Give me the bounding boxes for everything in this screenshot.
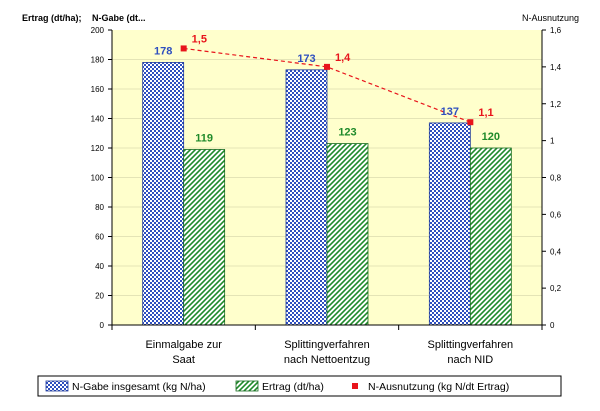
right-axis-title: N-Ausnutzung: [522, 13, 579, 23]
bar-data-label: 178: [154, 45, 172, 57]
bar-data-label: 119: [195, 132, 213, 144]
line-layer: [180, 45, 474, 126]
axis-layer: 0 20 40 60 80 100 120 140 160 180 200 0 0,2 0,4 0,6 0,8…: [91, 26, 562, 366]
label-layer: 178 173 137 119 123 120 1,5 1,4 1,1: [154, 33, 500, 144]
right-tick-label: 1,4: [550, 63, 562, 72]
category-label: Saat: [172, 354, 195, 366]
left-tick-label: 100: [91, 174, 105, 183]
left-axis-title-2: N-Gabe (dt...: [92, 13, 146, 23]
left-tick-label: 180: [91, 56, 105, 65]
category-label: nach Nettoentzug: [284, 354, 370, 366]
right-tick-label: 1: [550, 137, 555, 146]
legend-swatch-ertrag: [235, 380, 259, 392]
left-tick-label: 40: [95, 262, 104, 271]
line-series: [183, 47, 471, 123]
line-point: [180, 45, 187, 52]
left-tick-label: 20: [95, 292, 104, 301]
line-point: [467, 119, 474, 126]
line-data-label: 1,5: [192, 33, 207, 45]
left-tick-label: 120: [91, 144, 105, 153]
bar: [285, 69, 328, 326]
bar: [469, 147, 512, 326]
category-label: Splittingverfahren: [284, 339, 370, 351]
left-tick-label: 160: [91, 85, 105, 94]
left-tick-label: 0: [100, 321, 105, 330]
right-tick-label: 0: [550, 321, 555, 330]
legend-swatch-n-gabe: [45, 380, 69, 392]
category-label: nach NID: [447, 354, 493, 366]
bar: [326, 143, 369, 326]
left-tick-label: 200: [91, 26, 105, 35]
left-tick-label: 60: [95, 233, 104, 242]
right-tick-label: 1,6: [550, 26, 562, 35]
bar-data-label: 173: [297, 53, 315, 65]
left-axis-title: Ertrag (dt/ha);: [22, 13, 82, 23]
right-tick-label: 0,6: [550, 210, 562, 219]
legend-label-ertrag: Ertrag (dt/ha): [262, 381, 324, 393]
legend: N-Gabe insgesamt (kg N/ha) Ertrag (dt/ha)…: [37, 375, 562, 397]
bar: [183, 149, 226, 326]
right-tick-label: 0,4: [550, 247, 562, 256]
line-data-label: 1,1: [478, 107, 493, 119]
line-point: [324, 63, 330, 70]
bar-data-label: 120: [482, 131, 500, 143]
category-label: Einmalgabe zur: [145, 339, 222, 351]
bar: [428, 122, 471, 326]
right-tick-label: 0,8: [550, 174, 562, 183]
line-data-label: 1,4: [335, 52, 351, 64]
bar-data-label: 123: [338, 127, 356, 139]
right-tick-label: 1,2: [550, 100, 562, 109]
category-label: Splittingverfahren: [428, 339, 514, 351]
left-tick-label: 140: [91, 115, 105, 124]
legend-label-n-ausnutzung: N-Ausnutzung (kg N/dt Ertrag): [368, 381, 509, 393]
bar-layer: [142, 62, 512, 326]
legend-swatch-n-ausnutzung: [352, 383, 358, 389]
bar-data-label: 137: [441, 106, 459, 118]
legend-box: [37, 375, 562, 397]
bar: [142, 62, 185, 326]
right-tick-label: 0,2: [550, 284, 562, 293]
legend-label-n-gabe: N-Gabe insgesamt (kg N/ha): [72, 381, 206, 393]
left-tick-label: 80: [95, 203, 104, 212]
